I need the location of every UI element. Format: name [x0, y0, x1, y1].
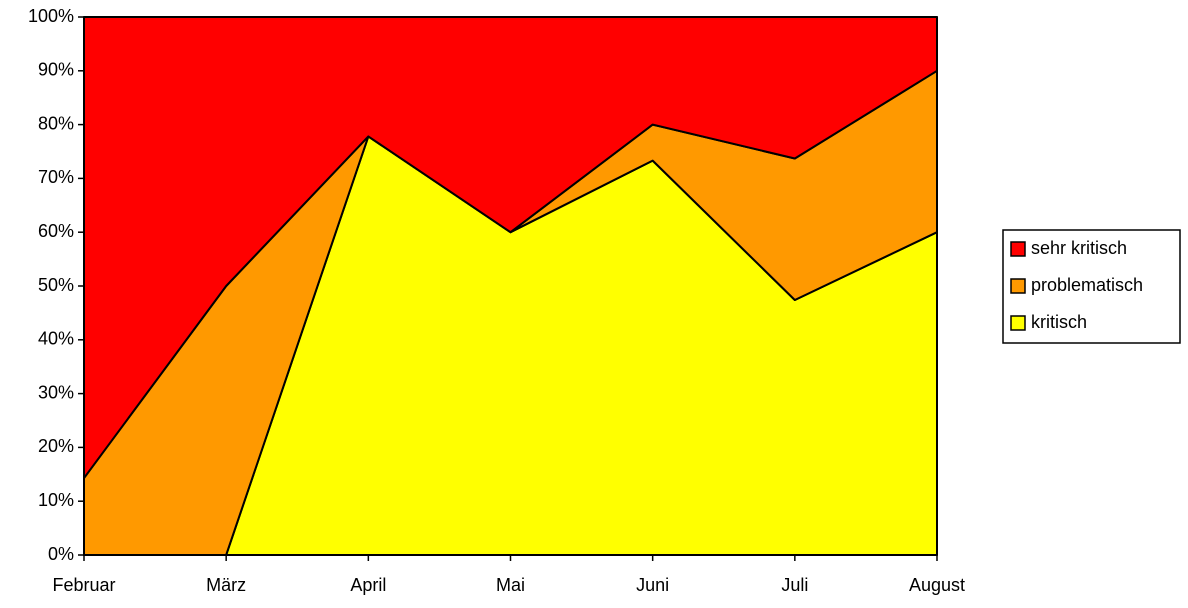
- y-tick-label: 30%: [38, 382, 74, 402]
- x-tick-label: Mai: [496, 575, 525, 595]
- y-tick-label: 20%: [38, 436, 74, 456]
- legend-box: [1002, 229, 1181, 344]
- x-tick-label: Juli: [781, 575, 808, 595]
- legend-label: sehr kritisch: [1031, 238, 1127, 258]
- y-tick-label: 90%: [38, 60, 74, 80]
- legend-swatch: [1010, 241, 1026, 257]
- y-tick-label: 0%: [48, 544, 74, 564]
- y-tick-label: 100%: [28, 6, 74, 26]
- y-tick-label: 80%: [38, 113, 74, 133]
- legend-label: kritisch: [1031, 312, 1087, 332]
- legend-swatch: [1010, 315, 1026, 331]
- legend-label: problematisch: [1031, 275, 1143, 295]
- x-tick-label: Juni: [636, 575, 669, 595]
- y-tick-label: 50%: [38, 275, 74, 295]
- legend-swatch: [1010, 278, 1026, 294]
- y-tick-label: 60%: [38, 221, 74, 241]
- y-tick-label: 10%: [38, 490, 74, 510]
- x-tick-label: Februar: [52, 575, 115, 595]
- x-tick-label: März: [206, 575, 246, 595]
- y-tick-label: 70%: [38, 167, 74, 187]
- y-tick-label: 40%: [38, 329, 74, 349]
- x-tick-label: April: [350, 575, 386, 595]
- x-tick-label: August: [909, 575, 965, 595]
